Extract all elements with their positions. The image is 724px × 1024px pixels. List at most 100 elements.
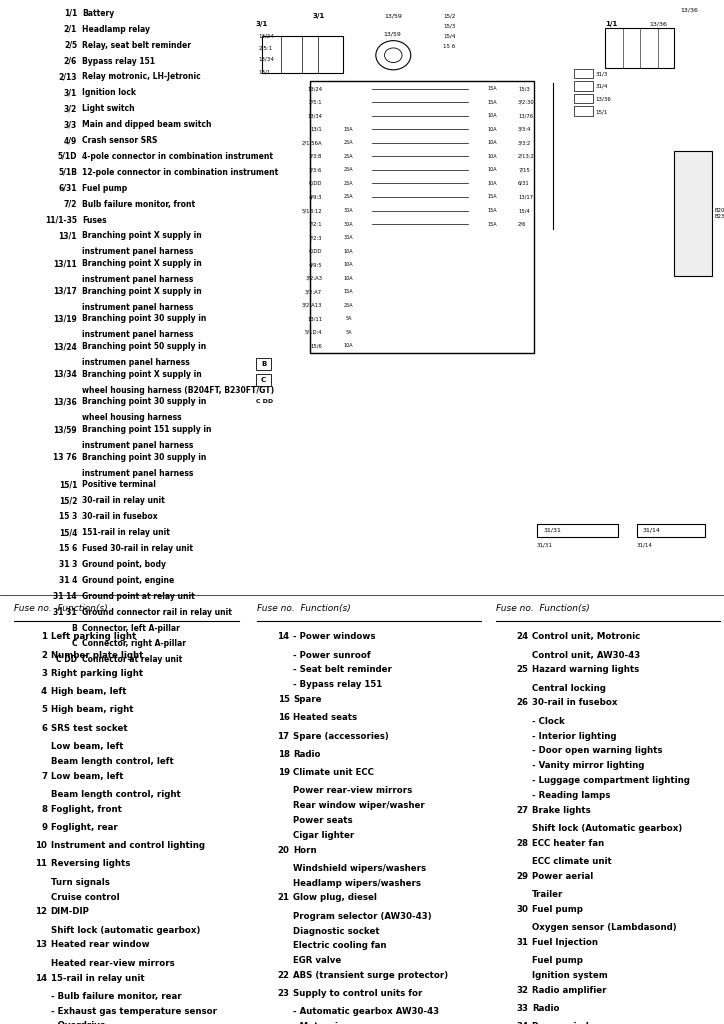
Bar — [574, 81, 593, 91]
Text: instrument panel harness: instrument panel harness — [83, 248, 193, 256]
Text: 8: 8 — [41, 805, 47, 814]
Text: Beam length control, right: Beam length control, right — [51, 790, 180, 799]
Text: 25A: 25A — [344, 154, 353, 159]
Text: Fuel pump: Fuel pump — [532, 905, 583, 913]
Text: Crash sensor SRS: Crash sensor SRS — [83, 136, 158, 145]
Text: 5A: 5A — [345, 330, 352, 335]
Bar — [262, 37, 343, 73]
Text: Glow plug, diesel: Glow plug, diesel — [293, 894, 377, 902]
Text: Heated seats: Heated seats — [293, 714, 358, 722]
Text: Ignition lock: Ignition lock — [83, 88, 136, 97]
Text: Branching point 50 supply in: Branching point 50 supply in — [83, 342, 206, 351]
Text: Branching point X supply in: Branching point X supply in — [83, 259, 202, 268]
Text: 15A: 15A — [487, 221, 497, 226]
Text: instrumen panel harness: instrumen panel harness — [83, 358, 190, 367]
Text: 30: 30 — [517, 905, 529, 913]
Text: 25A: 25A — [344, 195, 353, 200]
Text: C: C — [261, 377, 266, 383]
Text: - Reading lamps: - Reading lamps — [532, 791, 610, 800]
Text: Headlamp relay: Headlamp relay — [83, 25, 151, 34]
Text: C: C — [72, 639, 77, 648]
Text: Foglight, front: Foglight, front — [51, 805, 122, 814]
Text: Positive terminal: Positive terminal — [83, 480, 156, 489]
Bar — [324, 232, 372, 243]
Text: 2/5: 2/5 — [64, 41, 77, 49]
Text: Horn: Horn — [293, 846, 317, 855]
Text: Fused 30-rail in relay unit: Fused 30-rail in relay unit — [83, 544, 193, 553]
Text: 4: 4 — [41, 687, 47, 696]
Text: 14: 14 — [277, 632, 290, 641]
Text: 26: 26 — [516, 698, 529, 708]
Text: 13/36: 13/36 — [649, 22, 667, 27]
Text: 15 3: 15 3 — [59, 512, 77, 521]
Text: Branching point 30 supply in: Branching point 30 supply in — [83, 397, 206, 407]
Text: 30A: 30A — [344, 208, 353, 213]
Text: 13/1: 13/1 — [59, 231, 77, 241]
Text: 3/2:A7: 3/2:A7 — [305, 290, 322, 294]
Text: Ground point, engine: Ground point, engine — [83, 575, 174, 585]
Text: - Seat belt reminder: - Seat belt reminder — [293, 666, 392, 675]
Text: Ground connector rail in relay unit: Ground connector rail in relay unit — [83, 607, 232, 616]
Text: 10A: 10A — [344, 343, 353, 348]
Text: 24: 24 — [516, 632, 529, 641]
Text: 2/6: 2/6 — [64, 56, 77, 66]
Text: 15-rail in relay unit: 15-rail in relay unit — [51, 974, 144, 982]
Text: 3/1: 3/1 — [312, 12, 324, 18]
Text: 10A: 10A — [487, 127, 497, 132]
Text: Supply to control units for: Supply to control units for — [293, 989, 423, 998]
Text: 18: 18 — [277, 750, 290, 759]
Text: 13/59: 13/59 — [384, 13, 403, 18]
Text: 13/76: 13/76 — [518, 114, 533, 118]
Bar — [324, 300, 372, 310]
Text: 10A: 10A — [344, 262, 353, 267]
Text: B204FT
B230FT: B204FT B230FT — [714, 208, 724, 219]
Bar — [468, 111, 515, 121]
Text: Light switch: Light switch — [83, 104, 135, 114]
Bar — [468, 83, 515, 94]
Text: Electric cooling fan: Electric cooling fan — [293, 941, 387, 950]
Text: 4/9: 4/9 — [64, 136, 77, 145]
Text: 30-rail in relay unit: 30-rail in relay unit — [83, 497, 165, 506]
Text: 2/6: 2/6 — [518, 221, 526, 226]
Text: 13/11: 13/11 — [307, 316, 322, 322]
Text: 5/1B: 5/1B — [58, 168, 77, 177]
Text: 15A: 15A — [487, 195, 497, 200]
Text: 33: 33 — [516, 1004, 529, 1013]
Text: Instrument and control lighting: Instrument and control lighting — [51, 842, 205, 850]
Text: 13/24: 13/24 — [307, 86, 322, 91]
Text: Reversing lights: Reversing lights — [51, 859, 130, 868]
Text: 17: 17 — [277, 731, 290, 740]
Text: 30-rail in fusebox: 30-rail in fusebox — [532, 698, 618, 708]
Text: 13/59: 13/59 — [54, 425, 77, 434]
Bar — [605, 28, 674, 68]
Bar — [324, 287, 372, 297]
Text: Left parking light: Left parking light — [51, 632, 136, 641]
Text: 15 6: 15 6 — [59, 544, 77, 553]
Bar — [324, 191, 372, 202]
Bar — [468, 124, 515, 134]
Text: - Power sunroof: - Power sunroof — [293, 650, 371, 659]
Bar — [324, 259, 372, 270]
Text: Battery: Battery — [83, 9, 114, 17]
Text: C/DD: C/DD — [308, 249, 322, 254]
Bar — [256, 358, 271, 370]
Text: 31 4: 31 4 — [59, 575, 77, 585]
Text: 4-pole connector in combination instrument: 4-pole connector in combination instrume… — [83, 152, 273, 161]
Text: 11: 11 — [35, 859, 47, 868]
Text: wheel housing harness (B204FT, B230FT/GT): wheel housing harness (B204FT, B230FT/GT… — [83, 386, 274, 394]
Text: 15A: 15A — [487, 99, 497, 104]
Text: 13/24: 13/24 — [258, 34, 274, 39]
Text: 10A: 10A — [487, 114, 497, 118]
Text: C/DD: C/DD — [308, 181, 322, 186]
Text: 31/31: 31/31 — [543, 528, 561, 532]
Text: Branching point 151 supply in: Branching point 151 supply in — [83, 425, 211, 434]
Text: 3/1: 3/1 — [64, 88, 77, 97]
Text: 2/13: 2/13 — [59, 73, 77, 82]
Text: Diagnostic socket: Diagnostic socket — [293, 927, 380, 936]
Text: Low beam, left: Low beam, left — [51, 742, 123, 751]
Text: DIM-DIP: DIM-DIP — [51, 907, 90, 916]
Text: 2/13:2: 2/13:2 — [518, 154, 535, 159]
Text: 13/34: 13/34 — [54, 370, 77, 379]
Bar — [324, 341, 372, 351]
Text: Heated rear window: Heated rear window — [51, 940, 149, 949]
